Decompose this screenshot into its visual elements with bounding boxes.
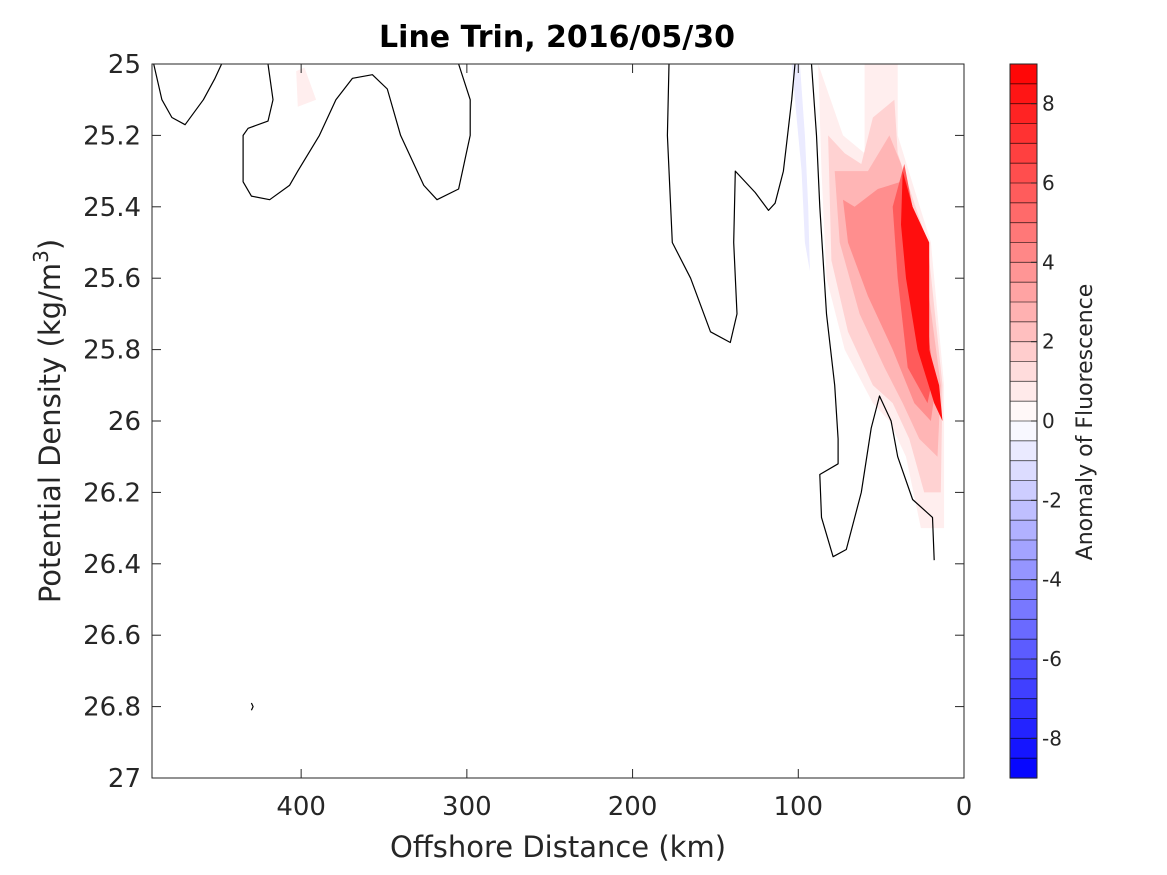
colorbar-level xyxy=(1010,341,1037,363)
colorbar-tick-label: -6 xyxy=(1042,647,1062,671)
colorbar-tick-label: 4 xyxy=(1042,250,1055,274)
colorbar-level xyxy=(1010,381,1037,402)
zero-contour-line xyxy=(153,64,223,126)
colorbar-tick-label: 2 xyxy=(1042,330,1055,354)
zero-contour-line xyxy=(810,64,935,561)
colorbar-level xyxy=(1010,321,1037,343)
negative-anomaly-region xyxy=(791,64,810,272)
colorbar-level xyxy=(1010,698,1037,720)
y-tick-label: 25.4 xyxy=(83,193,141,223)
colorbar-label: Anomaly of Fluorescence xyxy=(1073,284,1098,561)
colorbar-level xyxy=(1010,738,1037,759)
y-tick-label: 26.2 xyxy=(83,478,141,508)
zero-contour-line xyxy=(242,64,471,201)
x-tick-label: 300 xyxy=(442,792,492,822)
colorbar-level xyxy=(1010,202,1037,224)
y-tick-label: 25.8 xyxy=(83,336,141,366)
colorbar-level xyxy=(1010,242,1037,263)
y-axis-label: Potential Density (kg/m3) xyxy=(29,239,67,603)
x-tick-label: 100 xyxy=(773,792,823,822)
y-tick-label: 27 xyxy=(108,764,141,794)
colorbar-level xyxy=(1010,659,1037,680)
colorbar: 8 6 4 2 0 -2 -4 -6 -8 xyxy=(1009,63,1062,779)
y-tick-label: 25.2 xyxy=(83,121,141,151)
colorbar-level xyxy=(1010,579,1037,601)
y-axis-label-superscript: 3 xyxy=(29,250,53,263)
y-tick-label: 26.8 xyxy=(83,693,141,723)
colorbar-tick-label: 6 xyxy=(1042,171,1055,195)
chart-title: Line Trin, 2016/05/30 xyxy=(379,20,735,55)
positive-anomaly-region xyxy=(901,171,943,421)
zero-contour-layer xyxy=(153,64,935,711)
x-axis-label: Offshore Distance (km) xyxy=(390,830,726,864)
colorbar-level xyxy=(1010,540,1037,561)
colorbar-level xyxy=(1010,123,1037,144)
colorbar-tick-label: -2 xyxy=(1042,488,1062,512)
colorbar-level xyxy=(1010,758,1037,779)
colorbar-tick-label: 8 xyxy=(1042,92,1055,116)
colorbar-level xyxy=(1010,639,1037,660)
colorbar-level xyxy=(1010,163,1037,184)
colorbar-tick-label: -4 xyxy=(1042,568,1062,592)
x-axis: 400 300 200 100 0 xyxy=(276,64,972,822)
x-tick-label: 200 xyxy=(608,792,658,822)
colorbar-level xyxy=(1010,282,1037,303)
y-axis: 25 25.2 25.4 25.6 25.8 26 26.2 26.4 26.6 26.8 27 xyxy=(83,50,964,794)
colorbar-level xyxy=(1010,361,1037,382)
colorbar-level xyxy=(1010,480,1037,501)
x-tick-label: 400 xyxy=(276,792,326,822)
positive-anomaly-region xyxy=(296,67,317,107)
zero-contour-line xyxy=(250,702,254,711)
colorbar-level xyxy=(1010,559,1037,581)
y-tick-label: 26.6 xyxy=(83,621,141,651)
anomaly-fill-layer xyxy=(296,64,945,529)
colorbar-level xyxy=(1010,401,1037,422)
colorbar-level xyxy=(1010,718,1037,739)
y-tick-label: 25.6 xyxy=(83,264,141,294)
y-axis-label-main: Potential Density (kg/m xyxy=(33,263,67,603)
colorbar-level xyxy=(1010,103,1037,125)
colorbar-level xyxy=(1010,262,1037,283)
colorbar-level xyxy=(1010,302,1037,323)
zero-contour-line xyxy=(666,64,796,344)
colorbar-tick-label: -8 xyxy=(1042,726,1062,750)
colorbar-level xyxy=(1010,520,1037,541)
colorbar-level xyxy=(1010,599,1037,620)
colorbar-level xyxy=(1010,440,1037,462)
colorbar-level xyxy=(1010,143,1037,164)
colorbar-level xyxy=(1010,183,1037,204)
y-tick-label: 26.4 xyxy=(83,550,141,580)
y-axis-label-end: ) xyxy=(33,239,67,250)
colorbar-level xyxy=(1010,222,1037,244)
colorbar-level xyxy=(1010,678,1037,700)
colorbar-level xyxy=(1010,500,1037,521)
y-tick-label: 25 xyxy=(108,50,141,80)
colorbar-tick-label: 0 xyxy=(1042,409,1055,433)
colorbar-level xyxy=(1010,460,1037,482)
colorbar-level xyxy=(1010,64,1037,85)
colorbar-level xyxy=(1010,619,1037,640)
colorbar-level xyxy=(1010,421,1037,442)
x-tick-label: 0 xyxy=(956,792,973,822)
colorbar-level xyxy=(1010,83,1037,105)
y-tick-label: 26 xyxy=(108,407,141,437)
